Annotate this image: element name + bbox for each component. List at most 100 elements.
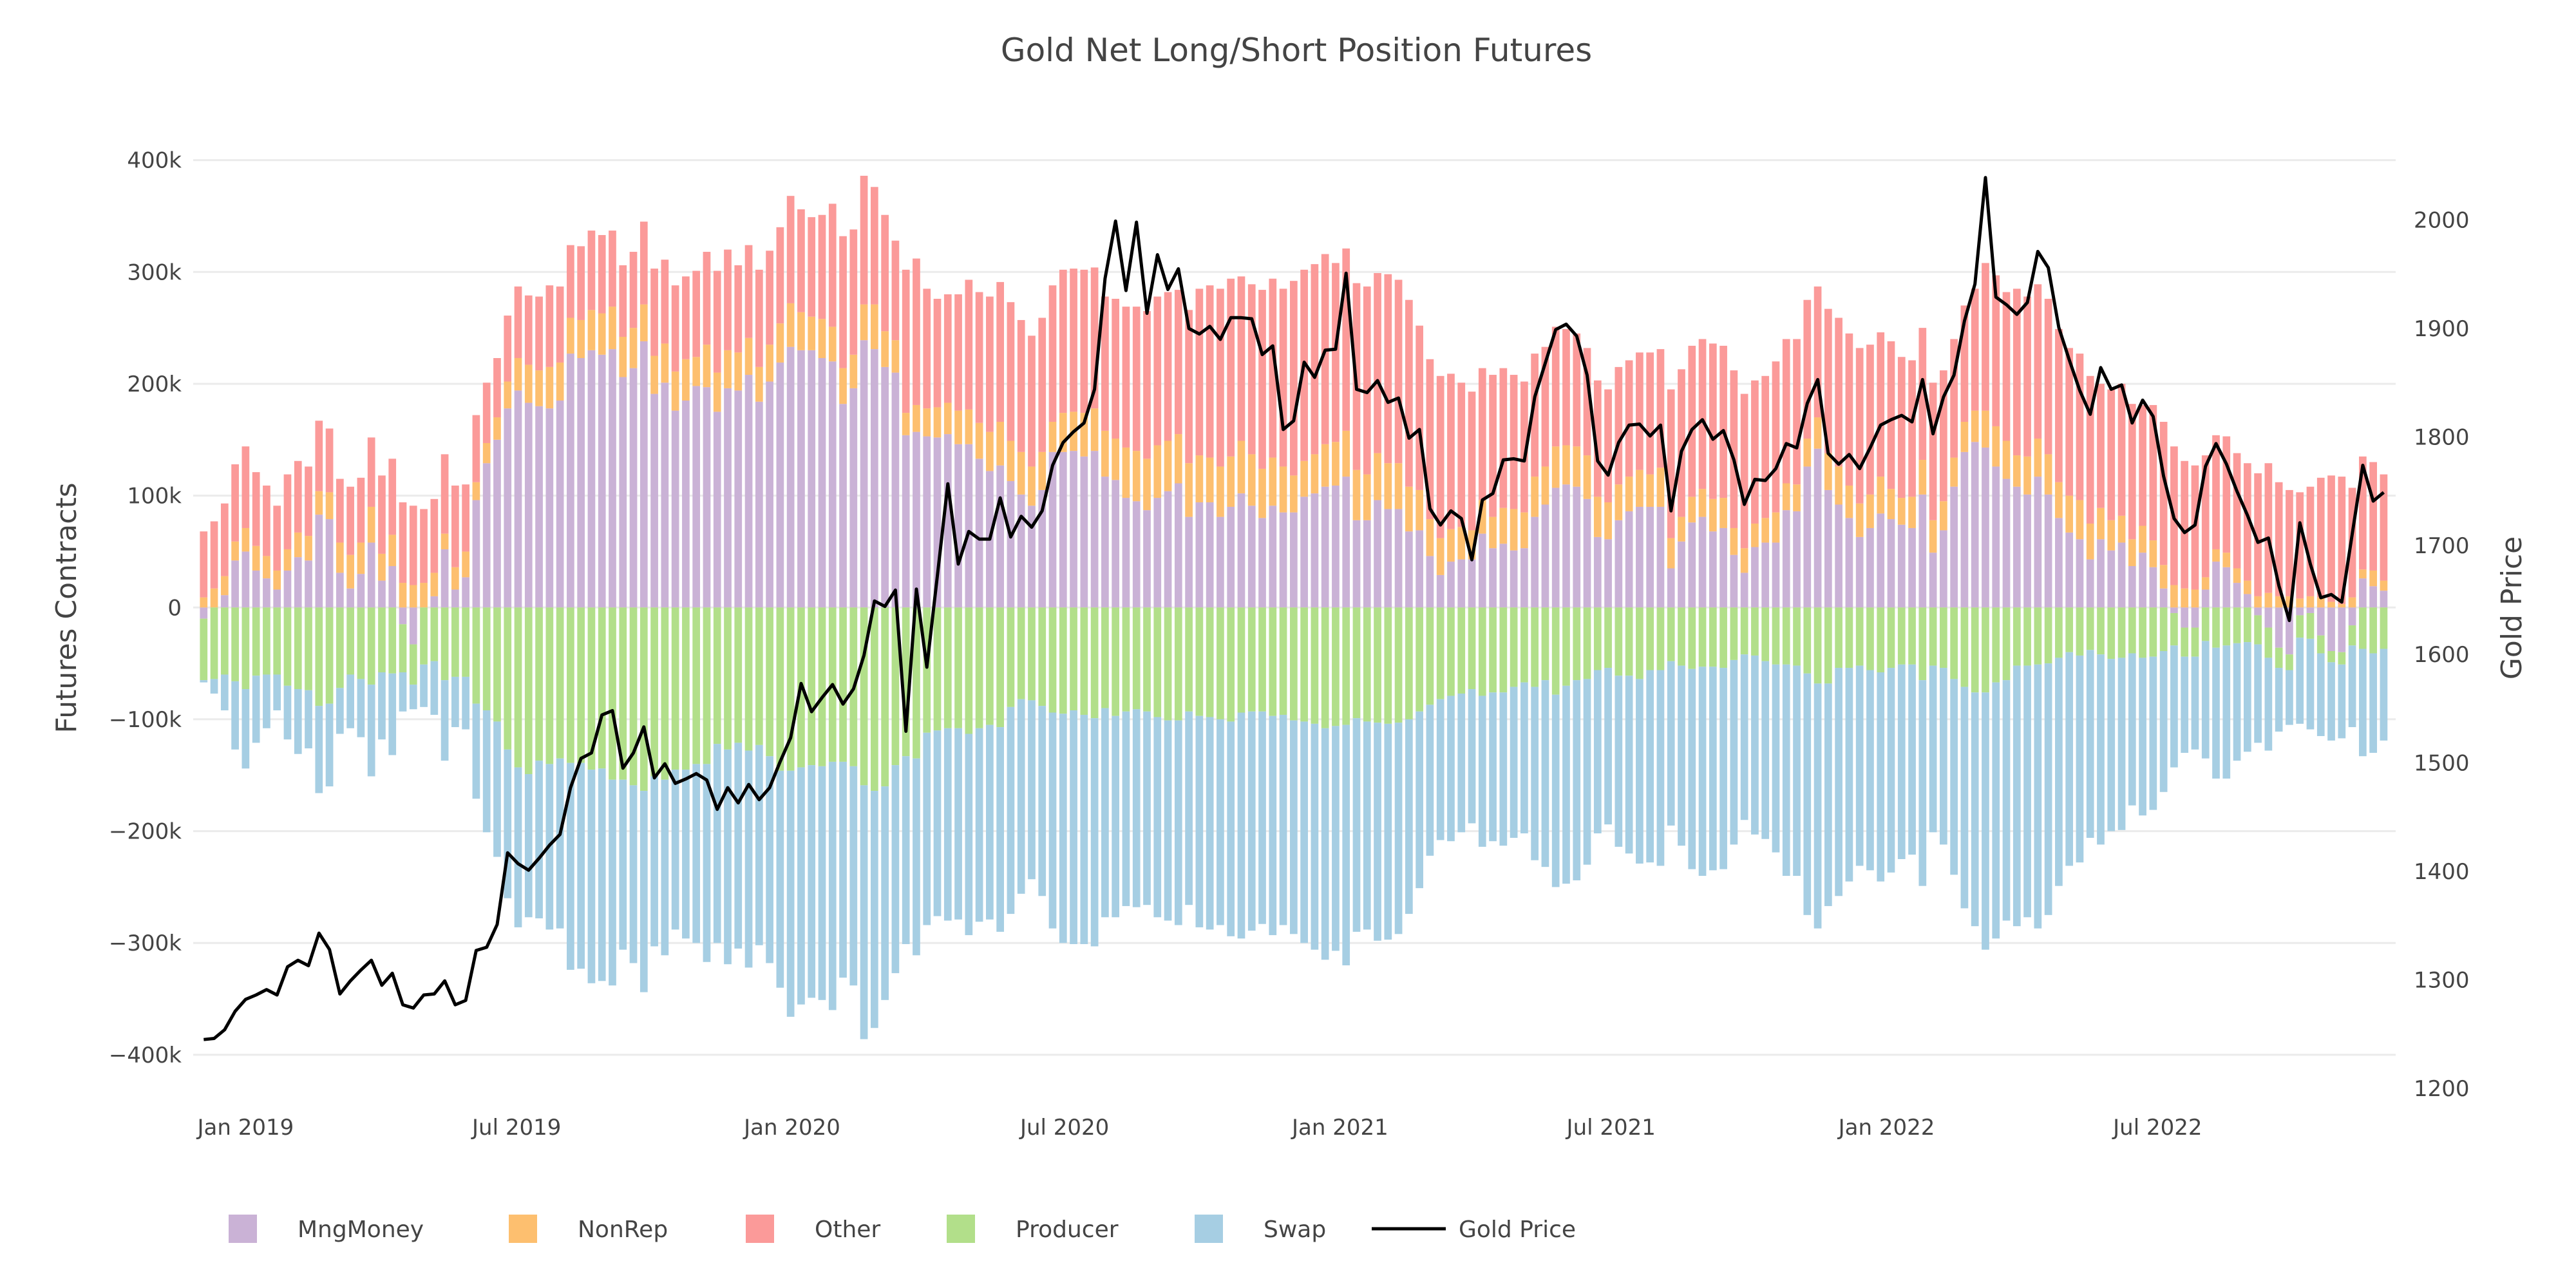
bar-nonrep[interactable]: [965, 409, 973, 444]
bar-swap[interactable]: [2012, 665, 2021, 927]
bar-other[interactable]: [1845, 333, 1853, 486]
bar-producer[interactable]: [1405, 607, 1413, 719]
bar-nonrep[interactable]: [1940, 501, 1947, 531]
bar-other[interactable]: [1793, 339, 1801, 485]
bar-other[interactable]: [975, 292, 983, 423]
bar-producer[interactable]: [2306, 612, 2315, 639]
bar-swap[interactable]: [1070, 710, 1077, 944]
bar-swap[interactable]: [629, 785, 638, 963]
bar-other[interactable]: [2044, 298, 2052, 455]
bar-swap[interactable]: [346, 674, 354, 728]
bar-other[interactable]: [1593, 380, 1602, 497]
bar-other[interactable]: [1551, 327, 1560, 447]
bar-producer[interactable]: [2086, 607, 2094, 650]
bar-other[interactable]: [2243, 463, 2251, 581]
bar-nonrep[interactable]: [1247, 454, 1256, 506]
bar-other[interactable]: [1667, 389, 1675, 538]
bar-other[interactable]: [273, 506, 281, 571]
bar-other[interactable]: [1761, 375, 1770, 518]
bar-producer[interactable]: [682, 607, 690, 770]
bar-swap[interactable]: [1709, 667, 1717, 871]
bar-mngmoney[interactable]: [671, 410, 679, 608]
bar-other[interactable]: [2149, 404, 2157, 541]
bar-swap[interactable]: [755, 744, 763, 945]
bar-producer[interactable]: [325, 607, 334, 704]
bar-swap[interactable]: [692, 764, 701, 943]
bar-nonrep[interactable]: [1237, 440, 1245, 494]
bar-other[interactable]: [965, 279, 973, 410]
bar-mngmoney[interactable]: [682, 400, 690, 608]
bar-mngmoney[interactable]: [1719, 527, 1727, 608]
bar-producer[interactable]: [1688, 607, 1696, 669]
bar-producer[interactable]: [881, 607, 889, 787]
bar-other[interactable]: [1531, 354, 1539, 477]
legend-item-producer[interactable]: Producer: [947, 1215, 1119, 1243]
bar-swap[interactable]: [2097, 654, 2105, 845]
bar-swap[interactable]: [1311, 723, 1319, 950]
bar-swap[interactable]: [2380, 649, 2388, 741]
bar-nonrep[interactable]: [1688, 497, 1696, 523]
bar-producer[interactable]: [692, 607, 701, 764]
bar-swap[interactable]: [1793, 665, 1801, 876]
bar-other[interactable]: [1206, 285, 1214, 458]
bar-mngmoney[interactable]: [273, 589, 281, 608]
bar-producer[interactable]: [210, 607, 218, 679]
bar-nonrep[interactable]: [828, 327, 837, 362]
bar-swap[interactable]: [2338, 664, 2346, 739]
bar-mngmoney[interactable]: [975, 459, 983, 608]
bar-mngmoney[interactable]: [1017, 494, 1025, 608]
bar-mngmoney[interactable]: [776, 362, 784, 608]
bar-nonrep[interactable]: [2222, 553, 2231, 567]
bar-other[interactable]: [220, 503, 229, 576]
bar-swap[interactable]: [2233, 643, 2241, 761]
bar-nonrep[interactable]: [1080, 413, 1088, 457]
bar-producer[interactable]: [755, 607, 763, 745]
bar-other[interactable]: [1855, 348, 1864, 504]
bar-producer[interactable]: [556, 607, 564, 759]
bar-other[interactable]: [839, 236, 847, 368]
bar-swap[interactable]: [1363, 721, 1371, 930]
bar-nonrep[interactable]: [378, 553, 386, 581]
bar-swap[interactable]: [1143, 711, 1151, 905]
bar-producer[interactable]: [263, 607, 270, 675]
bar-other[interactable]: [2055, 328, 2063, 482]
bar-nonrep[interactable]: [315, 491, 323, 515]
bar-nonrep[interactable]: [2170, 585, 2178, 608]
bar-other[interactable]: [1332, 263, 1340, 442]
bar-swap[interactable]: [1059, 714, 1067, 943]
bar-mngmoney[interactable]: [913, 431, 920, 608]
bar-swap[interactable]: [1279, 714, 1287, 925]
bar-other[interactable]: [1866, 345, 1874, 495]
bar-producer[interactable]: [1814, 607, 1822, 684]
bar-producer[interactable]: [1971, 607, 1979, 693]
bar-swap[interactable]: [210, 679, 218, 694]
bar-other[interactable]: [556, 286, 564, 363]
bar-other[interactable]: [2275, 482, 2283, 596]
bar-swap[interactable]: [1090, 718, 1099, 947]
bar-other[interactable]: [692, 270, 701, 357]
bar-swap[interactable]: [1772, 664, 1780, 853]
bar-nonrep[interactable]: [1289, 475, 1298, 513]
bar-other[interactable]: [776, 227, 784, 324]
bar-mngmoney[interactable]: [1835, 504, 1842, 608]
bar-mngmoney[interactable]: [1112, 480, 1120, 608]
bar-producer[interactable]: [1877, 607, 1885, 672]
bar-swap[interactable]: [1814, 683, 1822, 929]
bar-mngmoney[interactable]: [346, 588, 354, 608]
bar-nonrep[interactable]: [860, 304, 868, 341]
bar-producer[interactable]: [1772, 607, 1780, 665]
bar-nonrep[interactable]: [2191, 589, 2199, 608]
bar-swap[interactable]: [1583, 679, 1591, 865]
bar-producer[interactable]: [1112, 607, 1120, 716]
bar-nonrep[interactable]: [996, 421, 1005, 466]
bar-nonrep[interactable]: [954, 410, 962, 444]
bar-other[interactable]: [399, 502, 407, 583]
bar-other[interactable]: [1143, 311, 1151, 459]
bar-swap[interactable]: [1950, 679, 1958, 875]
bar-swap[interactable]: [1206, 717, 1214, 930]
bar-mngmoney[interactable]: [2044, 494, 2052, 608]
bar-mngmoney[interactable]: [315, 515, 323, 608]
bar-mngmoney[interactable]: [472, 500, 480, 608]
bar-producer[interactable]: [923, 607, 931, 733]
bar-nonrep[interactable]: [1332, 442, 1340, 486]
